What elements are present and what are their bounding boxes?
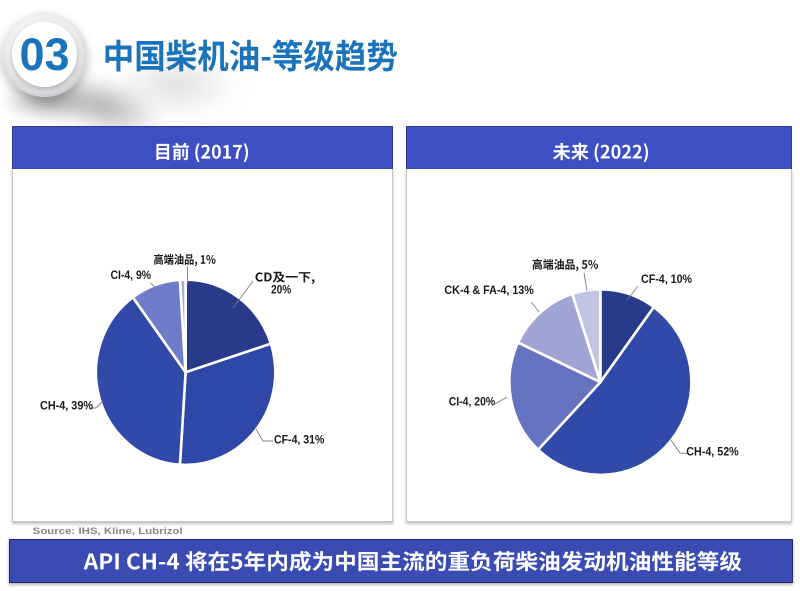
svg-text:Source: IHS, Kline, Lubrizol: Source: IHS, Kline, Lubrizol [33, 526, 183, 537]
svg-text:CF-4, 10%: CF-4, 10% [641, 272, 692, 286]
svg-text:CH-4, 52%: CH-4, 52% [686, 444, 738, 458]
svg-text:20%: 20% [271, 282, 291, 296]
svg-text:CH-4, 39%: CH-4, 39% [40, 398, 93, 412]
svg-text:CF-4, 31%: CF-4, 31% [274, 432, 324, 446]
svg-text:CK-4 & FA-4, 13%: CK-4 & FA-4, 13% [444, 283, 533, 297]
svg-text:CI-4, 20%: CI-4, 20% [449, 394, 496, 408]
svg-text:CI-4, 9%: CI-4, 9% [111, 268, 152, 282]
